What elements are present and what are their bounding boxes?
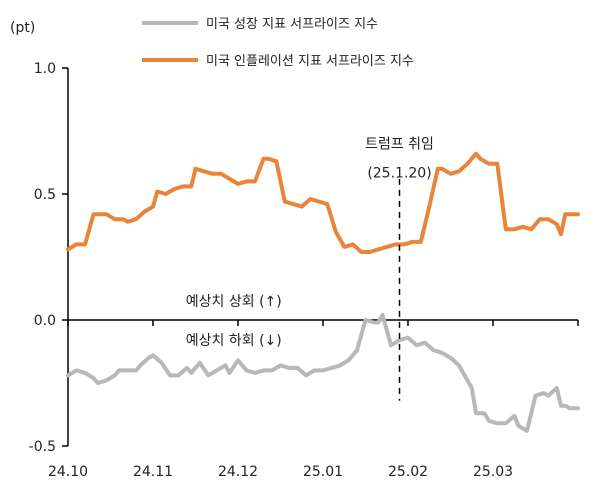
above-expectation-label: 예상치 상회 (↑) xyxy=(186,294,282,310)
x-tick-label: 25.03 xyxy=(473,464,513,480)
y-tick-label: 1.0 xyxy=(34,61,56,77)
y-unit-label: (pt) xyxy=(10,20,35,36)
x-tick-label: 24.10 xyxy=(48,464,88,480)
x-tick-label: 24.11 xyxy=(133,464,173,480)
x-tick-label: 24.12 xyxy=(218,464,258,480)
legend-label-growth: 미국 성장 지표 서프라이즈 지수 xyxy=(206,17,378,32)
y-tick-label: 0.0 xyxy=(34,313,56,329)
y-tick-label: -0.5 xyxy=(29,439,56,455)
x-tick-label: 25.01 xyxy=(303,464,343,480)
series-line-inflation xyxy=(66,151,580,254)
y-tick-label: 0.5 xyxy=(34,187,56,203)
series-line-growth xyxy=(66,313,580,433)
legend: 미국 성장 지표 서프라이즈 지수 미국 인플레이션 지표 서프라이즈 지수 xyxy=(142,17,414,69)
legend-label-inflation: 미국 인플레이션 지표 서프라이즈 지수 xyxy=(206,54,414,69)
annotation-layer: 트럼프 취임 (25.1.20) 예상치 상회 (↑) 예상치 하회 (↓) xyxy=(186,137,434,401)
x-tick-label: 25.02 xyxy=(388,464,428,480)
event-label: 트럼프 취임 xyxy=(365,137,434,153)
series-layer xyxy=(66,151,580,433)
axes: 1.0 0.5 0.0 -0.5 24.10 24.11 24.12 25.01 25.02 25… xyxy=(29,61,579,480)
below-expectation-label: 예상치 하회 (↓) xyxy=(186,333,282,349)
event-date: (25.1.20) xyxy=(367,166,431,182)
